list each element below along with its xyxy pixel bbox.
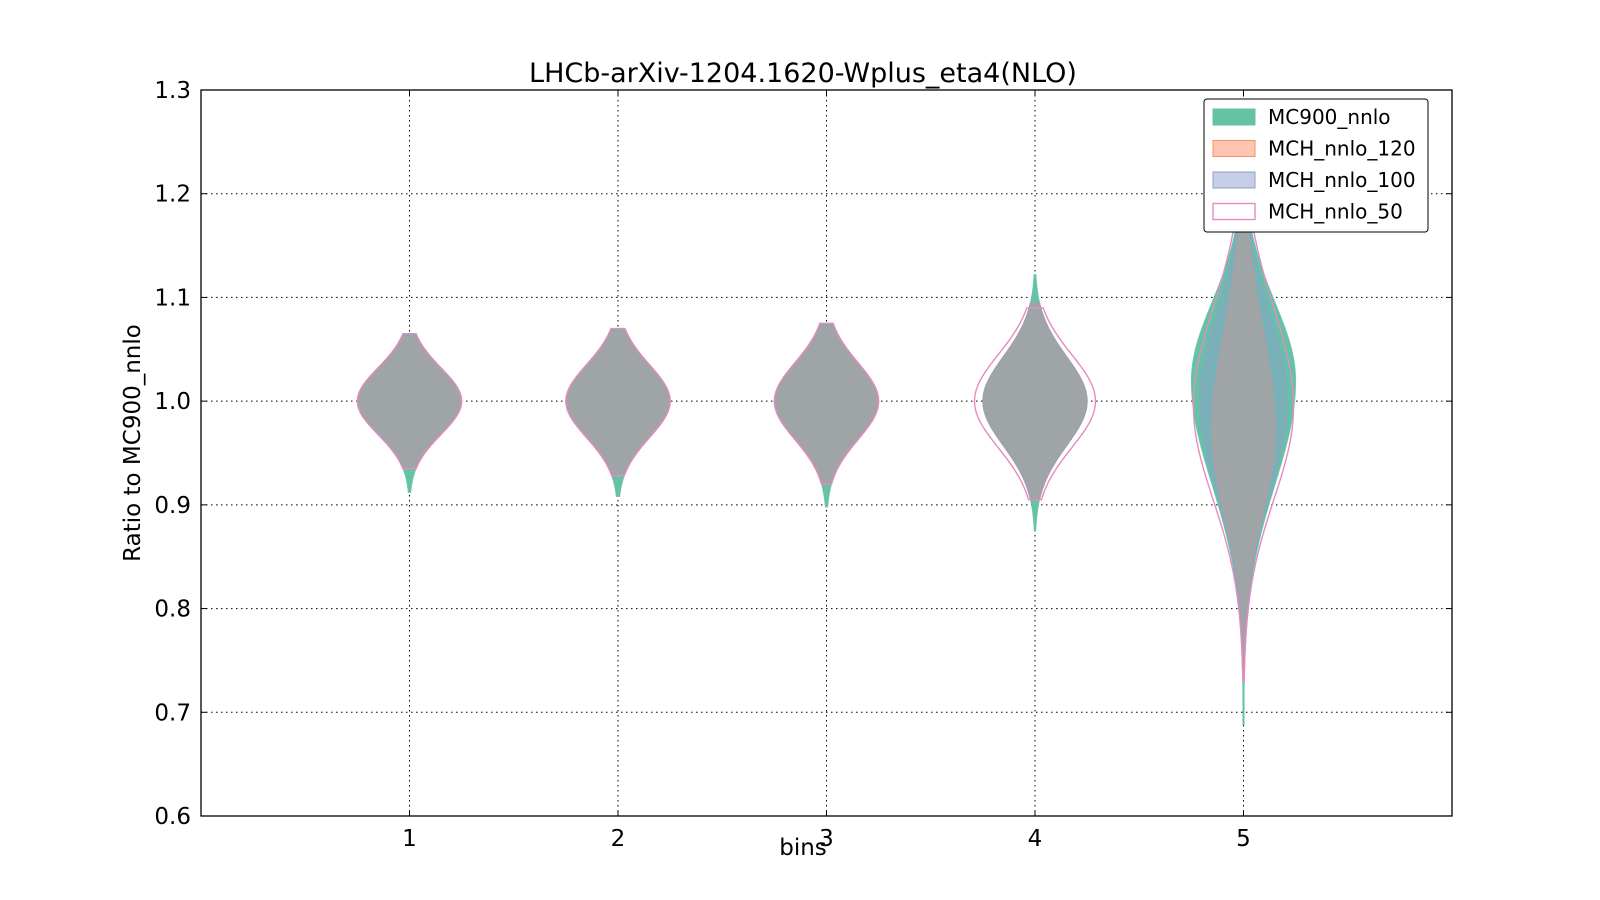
axis-ticks: 0.6 0.7 0.8 0.9 1.0 1.1 1.2 1.3 1 2 3 4 5: [154, 78, 1452, 852]
x-tick-label: 5: [1236, 826, 1251, 852]
y-tick-label: 1.2: [154, 182, 191, 208]
legend-label: MCH_nnlo_100: [1268, 168, 1416, 192]
legend: MC900_nnlo MCH_nnlo_120 MCH_nnlo_100 MCH_nn…: [1203, 98, 1429, 233]
legend-swatch: [1212, 140, 1256, 157]
legend-label: MC900_nnlo: [1268, 105, 1391, 129]
x-tick-label: 1: [402, 826, 417, 852]
legend-swatch: [1212, 202, 1256, 221]
x-tick-label: 4: [1028, 826, 1043, 852]
violin-MCH_nnlo_50-bin-3: [773, 322, 880, 485]
y-tick-label: 1.0: [154, 389, 191, 415]
legend-swatch: [1212, 108, 1256, 126]
y-tick-label: 1.3: [154, 78, 191, 104]
y-tick-label: 0.6: [154, 804, 191, 830]
y-tick-label: 0.8: [154, 597, 191, 623]
legend-label: MCH_nnlo_50: [1268, 200, 1403, 224]
y-axis-label: Ratio to MC900_nnlo: [120, 324, 146, 562]
violins: [356, 120, 1297, 726]
x-tick-label: 3: [819, 826, 834, 852]
violin-MCH_nnlo_50-bin-1: [356, 333, 463, 470]
violin-MCH_nnlo_50-bin-4: [973, 307, 1097, 501]
violin-MCH_nnlo_50-bin-5: [1192, 141, 1295, 682]
x-tick-label: 2: [611, 826, 626, 852]
y-tick-label: 0.9: [154, 493, 191, 519]
violin-MCH_nnlo_50-bin-2: [565, 327, 671, 477]
x-axis-label: bins: [779, 835, 827, 861]
y-tick-label: 1.1: [154, 285, 191, 311]
legend-label: MCH_nnlo_120: [1268, 137, 1416, 161]
chart-title: LHCb-arXiv-1204.1620-Wplus_eta4(NLO): [529, 58, 1077, 89]
legend-swatch: [1212, 171, 1256, 189]
legend-box: [1203, 98, 1429, 233]
y-tick-label: 0.7: [154, 700, 191, 726]
